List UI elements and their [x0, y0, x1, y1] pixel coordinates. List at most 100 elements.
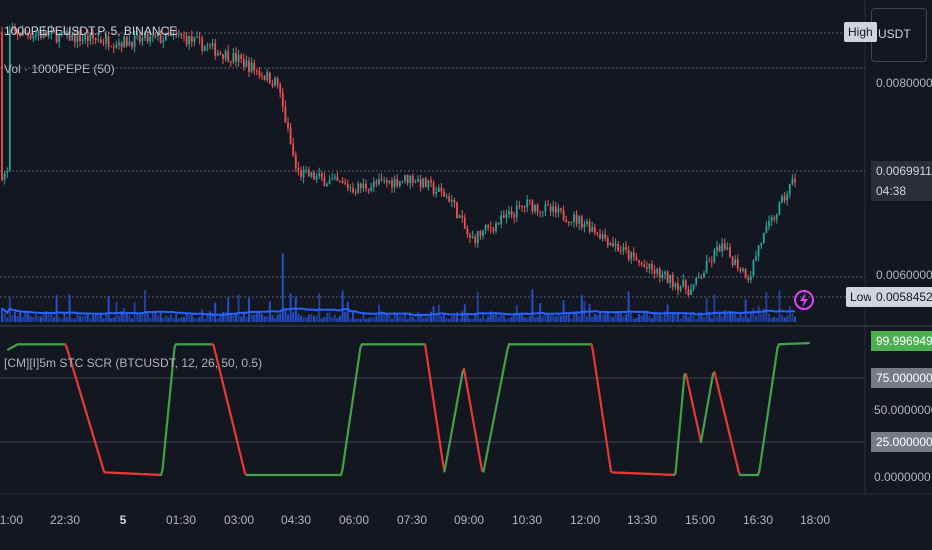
candle-body: [216, 52, 219, 56]
candle-body: [411, 176, 414, 183]
volume-bar: [190, 313, 193, 322]
candle-body: [362, 183, 365, 188]
stc-oscillator-line[interactable]: [6, 341, 811, 477]
stc-segment: [680, 389, 685, 409]
volume-bar: [552, 314, 555, 322]
volume-label[interactable]: Vol · 1000PEPE (50): [4, 62, 115, 76]
candle-body: [63, 31, 66, 35]
stc-segment: [170, 361, 175, 380]
candle-body: [461, 215, 464, 218]
volume-bar: [313, 316, 315, 322]
symbol-title[interactable]: 1000PEPEUSDT.P, 5, BINANCE: [4, 24, 178, 38]
volume-bar: [305, 317, 308, 322]
candle-body: [375, 181, 378, 184]
candle-body: [180, 34, 183, 36]
stc-segment: [708, 381, 713, 393]
stc-segment: [474, 435, 479, 447]
candle-body: [414, 181, 417, 183]
volume-bar: [383, 311, 386, 322]
candle-body: [255, 70, 258, 72]
candle-body: [536, 204, 539, 213]
stc-segment: [462, 368, 467, 379]
stc-segment: [689, 393, 694, 403]
candle-body: [443, 191, 445, 197]
volume-bar: [573, 311, 575, 322]
price-tick-1: 0.0080000: [876, 76, 932, 90]
candle-body: [565, 219, 568, 223]
candle-body: [393, 178, 396, 188]
volume-bar: [648, 315, 651, 322]
stc-segment: [492, 409, 497, 420]
candle-body: [331, 178, 334, 180]
candle-body: [89, 33, 92, 42]
volume-bar: [300, 315, 302, 322]
candle-body: [6, 171, 9, 174]
volume-bar: [424, 317, 427, 322]
currency-button[interactable]: USDT: [871, 8, 927, 62]
volume-bar: [565, 315, 568, 322]
candle-body: [294, 155, 297, 168]
candle-body: [482, 230, 484, 236]
volume-bar: [768, 313, 770, 322]
volume-bar: [604, 313, 607, 322]
volume-bar: [185, 312, 188, 322]
volume-bar: [682, 315, 685, 322]
volume-bar: [562, 300, 565, 322]
volume-bar: [128, 315, 131, 322]
volume-bar: [242, 312, 245, 322]
volume-bar: [700, 312, 703, 322]
volume-bar: [105, 313, 107, 322]
stc-segment: [503, 355, 508, 366]
candle-body: [190, 35, 193, 42]
stc-segment: [497, 386, 502, 397]
volume-bar: [112, 317, 115, 322]
candle-body: [700, 277, 703, 279]
candle-body: [71, 34, 74, 41]
volume-bar: [380, 311, 383, 322]
candle-body: [671, 274, 674, 288]
volume-bar: [32, 317, 35, 322]
stc-segment: [591, 350, 596, 363]
candle-body: [695, 277, 698, 285]
volume-bar: [557, 312, 560, 322]
volume-bar: [138, 314, 141, 322]
stc-segment: [678, 406, 683, 425]
volume-bar: [632, 318, 635, 322]
volume-bar: [755, 315, 757, 322]
volume-bar: [349, 318, 352, 322]
candle-body: [716, 246, 718, 251]
candle-body: [770, 217, 773, 221]
volume-bar: [497, 317, 500, 322]
volume-bar: [575, 311, 578, 322]
stc-segment: [774, 346, 779, 359]
candle-body: [417, 179, 419, 182]
candle-body: [58, 33, 61, 43]
candle-body: [596, 232, 599, 234]
candle-body: [268, 72, 271, 84]
stc-segment: [435, 422, 440, 435]
volume-bar: [645, 312, 648, 322]
candle-body: [614, 244, 617, 247]
stc-segment: [161, 453, 166, 472]
stc-segment: [347, 417, 352, 430]
candle-body: [219, 52, 222, 55]
stc-segment: [450, 420, 455, 432]
candle-body: [687, 289, 690, 296]
volume-bar: [354, 318, 357, 322]
volume-bar: [219, 313, 222, 322]
stc-segment: [684, 373, 689, 383]
volume-bar: [245, 317, 248, 322]
indicator-title[interactable]: [CM][I]5m STC SCR (BTCUSDT, 12, 26, 50, …: [4, 356, 263, 370]
candle-body: [541, 211, 544, 213]
candlestick-series[interactable]: [1, 22, 796, 297]
stc-segment: [165, 407, 170, 426]
stc-segment: [353, 376, 358, 389]
volume-bar: [640, 316, 643, 322]
volume-bar: [705, 298, 708, 322]
stc-segment: [438, 442, 443, 455]
volume-bar: [92, 315, 94, 322]
candle-body: [94, 38, 97, 41]
candle-body: [453, 200, 456, 203]
lightning-icon[interactable]: [794, 290, 814, 310]
